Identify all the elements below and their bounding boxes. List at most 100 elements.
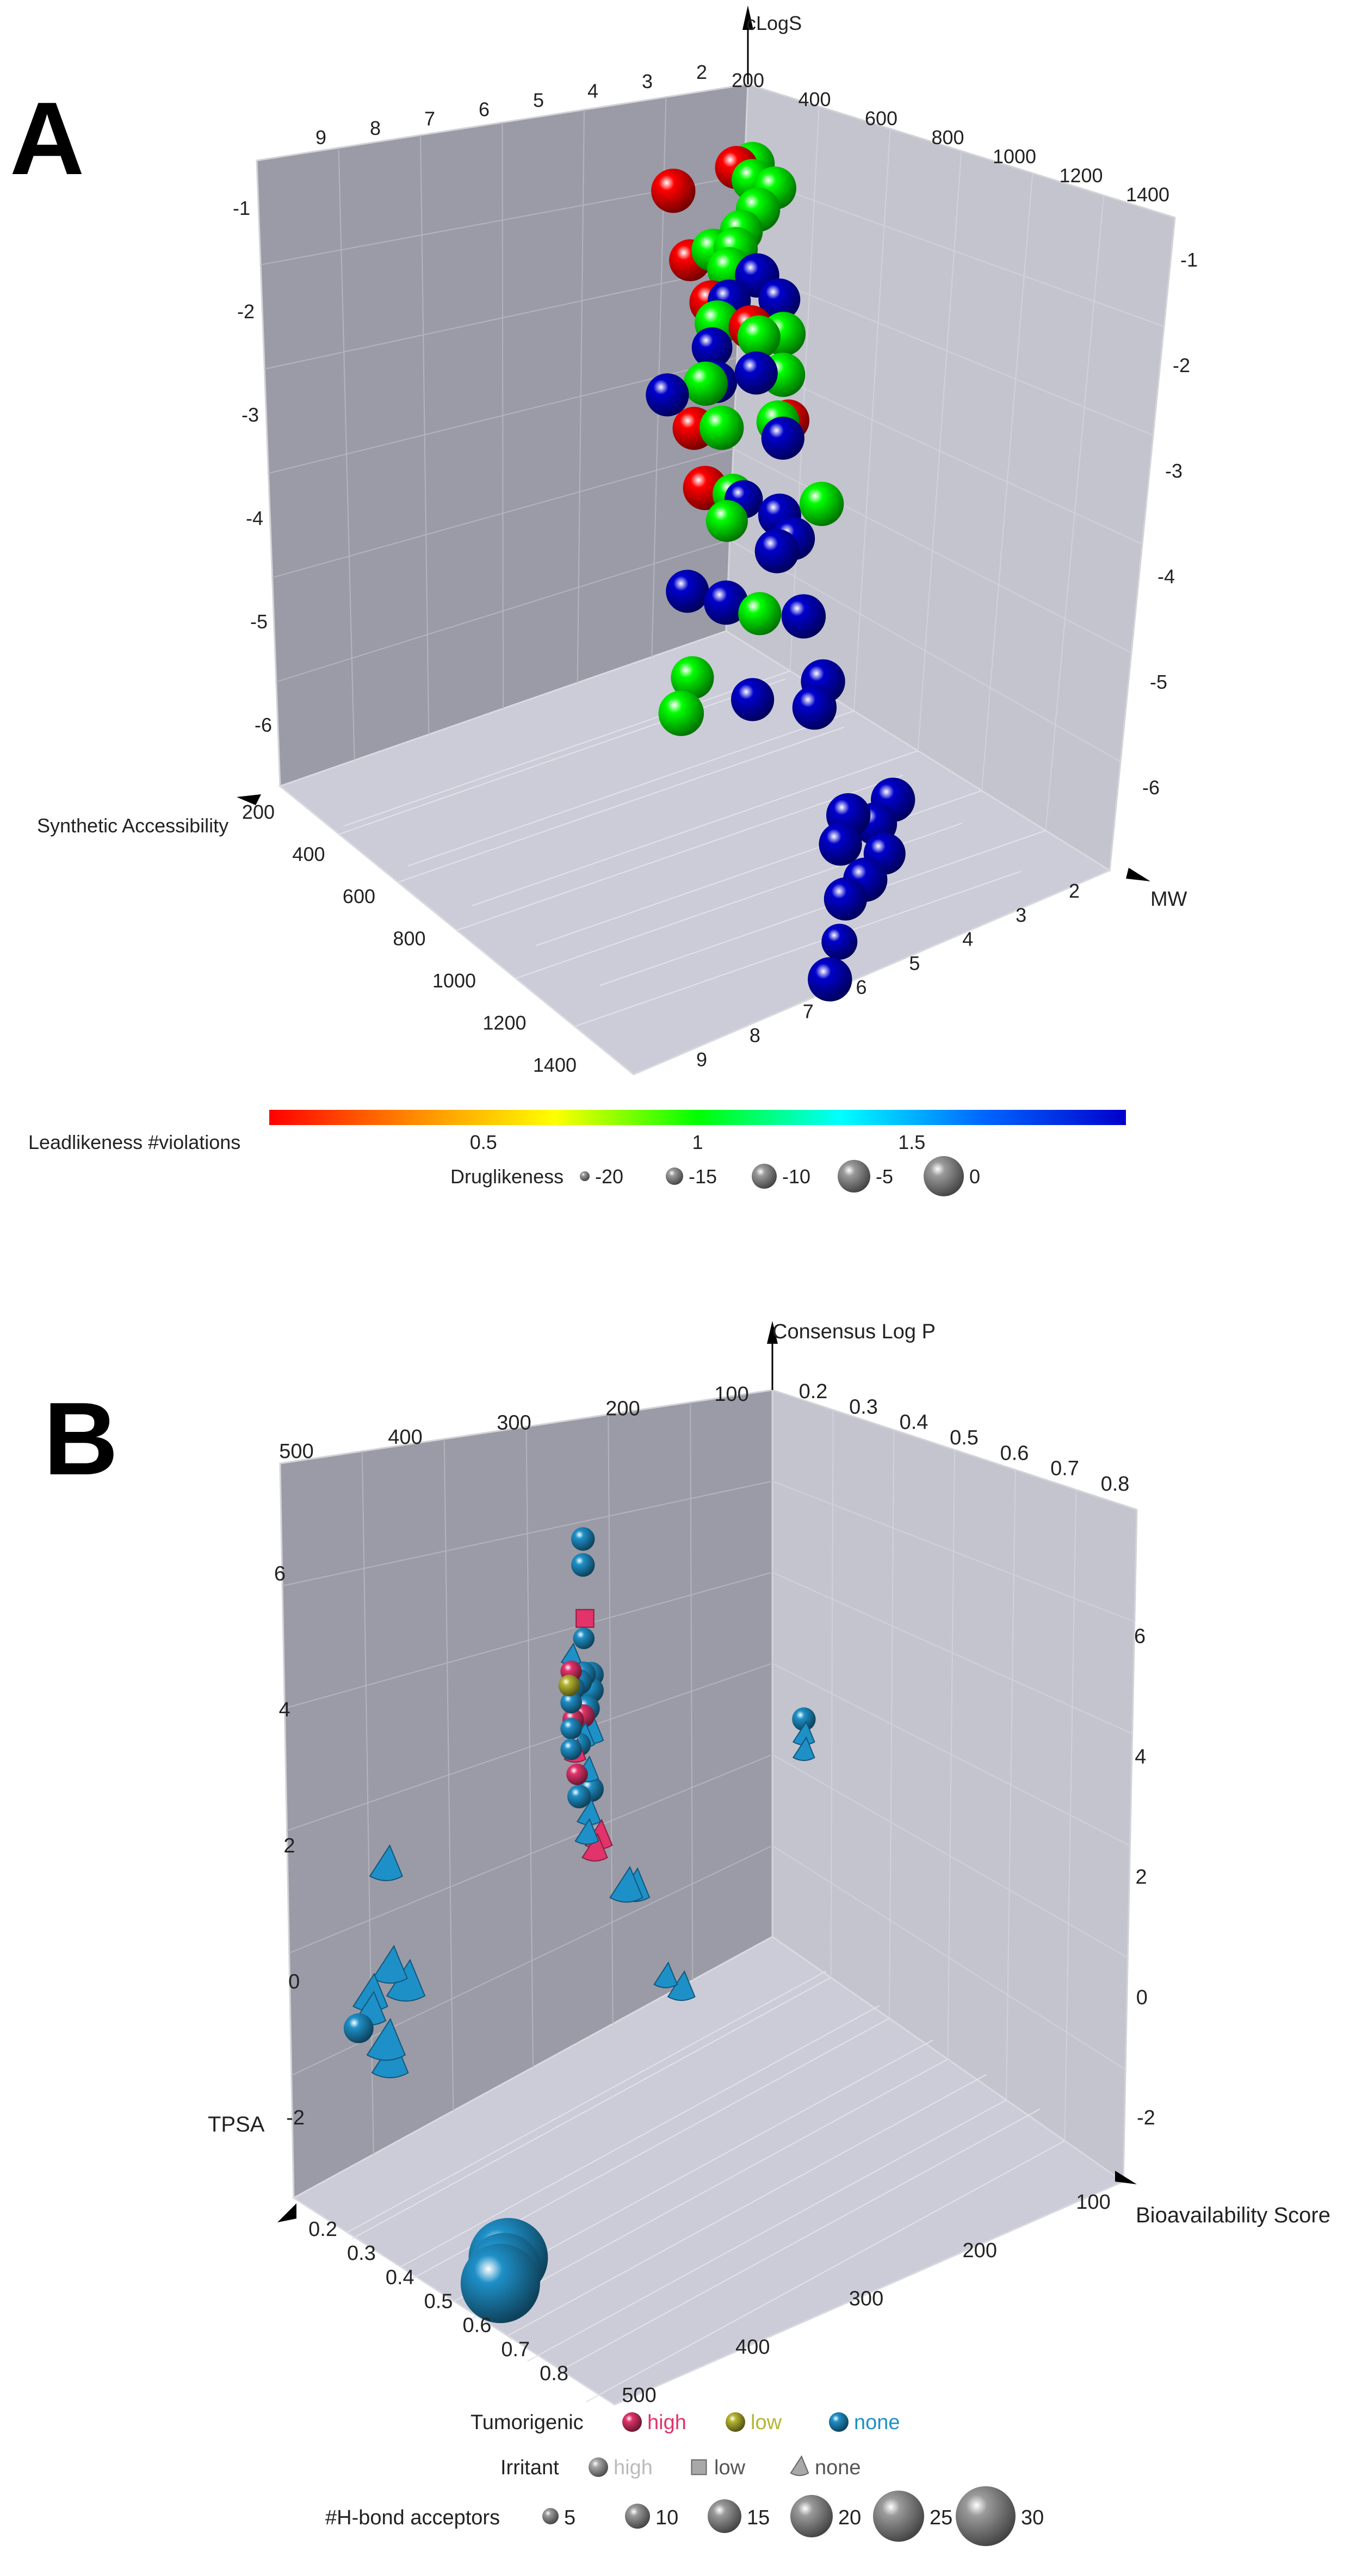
- data-point: [799, 481, 844, 526]
- gridline: [729, 539, 1121, 762]
- hba-legend-marker: [625, 2504, 650, 2529]
- bio-tick-bottom: 0.7: [501, 2338, 530, 2361]
- data-point: [343, 2013, 374, 2043]
- hba-legend-marker: [708, 2499, 741, 2533]
- clogs-tick-left: -5: [250, 610, 268, 633]
- clogs-tick-right: -1: [1180, 249, 1198, 271]
- tpsa-tick-bottom: 100: [1076, 2191, 1110, 2214]
- colorbar-tick: 1: [692, 1131, 703, 1153]
- mw-tick-bottom: 200: [242, 801, 275, 823]
- panel-b-irritant-legend-title: Irritant: [500, 2456, 559, 2479]
- bio-tick-bottom: 0.6: [463, 2314, 492, 2337]
- panel-a: A 9 8 7 6 5 4 3 2234567892004006008001000120014…: [10, 5, 1198, 1196]
- mw-tick-bottom: 1000: [432, 969, 476, 992]
- tpsa-tick-top: 300: [497, 1412, 531, 1435]
- gridline: [400, 2005, 880, 2268]
- gridline: [599, 830, 1046, 986]
- mw-tick-top: 400: [798, 88, 831, 110]
- hba-legend-marker: [790, 2495, 833, 2537]
- panel-a-clogs-axis-label: cLogS: [746, 12, 802, 34]
- panel-b-tpsa-axis-label: TPSA: [208, 2112, 265, 2136]
- bio-tick-top: 0.2: [799, 1380, 828, 1403]
- gridline: [291, 1845, 773, 2076]
- tpsa-tick-top: 500: [279, 1440, 313, 1463]
- tpsa-tick-top: 400: [388, 1426, 422, 1449]
- panel-b-tpsa-axis-arrow: [277, 2203, 296, 2222]
- bio-tick-top: 0.3: [849, 1395, 878, 1418]
- bio-tick-top: 0.8: [1101, 1473, 1130, 1496]
- data-point: [691, 327, 733, 368]
- panel-b-hba-legend-title: #H-bond acceptors: [325, 2506, 500, 2529]
- irritant-legend-label: none: [815, 2456, 861, 2479]
- sa-tick-top: 3: [642, 70, 653, 92]
- panel-b-logp-axis-arrow: [767, 1321, 778, 1344]
- clogs-tick-right: -2: [1173, 354, 1190, 376]
- logp-tick-right: -2: [1137, 2106, 1155, 2129]
- gridline: [507, 2074, 987, 2337]
- sa-tick-top: 7: [424, 108, 435, 130]
- tpsa-tick-bottom: 300: [849, 2288, 883, 2311]
- data-point: [558, 1675, 580, 1696]
- data-point: [821, 924, 858, 960]
- bio-tick-bottom: 0.5: [424, 2290, 453, 2313]
- panel-b-points: [343, 1527, 816, 2324]
- panel-b-tumorigenic-legend: Tumorigenic high low none: [470, 2411, 900, 2434]
- mw-tick-top: 600: [865, 107, 897, 129]
- panel-b-hba-legend: #H-bond acceptors 5 10 15 20 25 30: [325, 2486, 1044, 2546]
- mw-tick-top: 1200: [1059, 164, 1103, 187]
- data-point: [571, 1553, 595, 1577]
- size-legend-marker: [580, 1171, 590, 1181]
- data-point: [574, 1818, 599, 1845]
- panel-a-tick-labels: 9 8 7 6 5 4 3 2 2 3 4 5 6 7 8 9 200 400 600 800 1000 1200 1400…: [233, 61, 1198, 1076]
- tumorigenic-legend-marker: [622, 2412, 642, 2432]
- mw-tick-top: 1400: [1126, 183, 1169, 206]
- tumorigenic-legend-label: high: [647, 2411, 686, 2434]
- data-point: [683, 361, 728, 406]
- logp-tick-left: 0: [288, 1970, 300, 1993]
- logp-tick-right: 2: [1136, 1866, 1147, 1889]
- data-point: [758, 278, 801, 320]
- bio-tick-top: 0.6: [1000, 1442, 1029, 1465]
- mw-tick-top: 1000: [993, 145, 1036, 168]
- logp-tick-right: 6: [1134, 1625, 1146, 1648]
- data-point: [792, 685, 837, 730]
- sa-tick-top: 5: [533, 89, 544, 111]
- gridline: [276, 539, 730, 683]
- tumorigenic-legend-marker: [726, 2412, 745, 2432]
- tpsa-tick-top: 200: [605, 1397, 640, 1420]
- size-legend-marker: [666, 1167, 683, 1185]
- logp-tick-right: 0: [1136, 1986, 1148, 2009]
- data-point: [646, 373, 689, 417]
- tpsa-tick-top: 100: [714, 1383, 748, 1406]
- mw-tick-bottom: 1200: [482, 1012, 526, 1034]
- sa-tick-bottom: 7: [803, 1000, 814, 1022]
- data-point: [754, 529, 800, 573]
- irritant-legend-marker: [691, 2459, 707, 2475]
- size-legend-marker: [752, 1164, 777, 1189]
- mw-tick-bottom: 1400: [533, 1054, 577, 1076]
- tpsa-tick-bottom: 400: [735, 2336, 770, 2358]
- panel-b-bioavailability-axis-arrow: [1115, 2171, 1137, 2184]
- panel-a-mw-axis-arrow: [1126, 868, 1150, 881]
- gridline: [472, 750, 918, 906]
- sa-tick-bottom: 8: [750, 1024, 760, 1047]
- panel-b-tumorigenic-legend-title: Tumorigenic: [470, 2411, 584, 2434]
- size-legend-marker: [924, 1156, 964, 1196]
- tumorigenic-legend-marker: [829, 2412, 849, 2432]
- hba-legend-label: 25: [930, 2506, 952, 2529]
- sa-tick-bottom: 2: [1069, 880, 1080, 902]
- sa-tick-bottom: 4: [962, 928, 973, 950]
- data-point: [731, 678, 775, 721]
- size-legend-label: -20: [595, 1165, 623, 1188]
- data-point: [824, 877, 867, 921]
- data-point: [573, 1627, 595, 1650]
- clogs-tick-right: -5: [1150, 671, 1167, 693]
- data-point: [761, 416, 804, 460]
- hba-legend-marker: [542, 2508, 559, 2524]
- logp-tick-left: 4: [279, 1698, 290, 1721]
- data-point: [460, 2244, 540, 2324]
- logp-tick-right: 4: [1135, 1745, 1146, 1768]
- clogs-tick-left: -3: [242, 404, 259, 426]
- sa-tick-top: 2: [696, 61, 707, 83]
- clogs-tick-left: -2: [237, 300, 255, 323]
